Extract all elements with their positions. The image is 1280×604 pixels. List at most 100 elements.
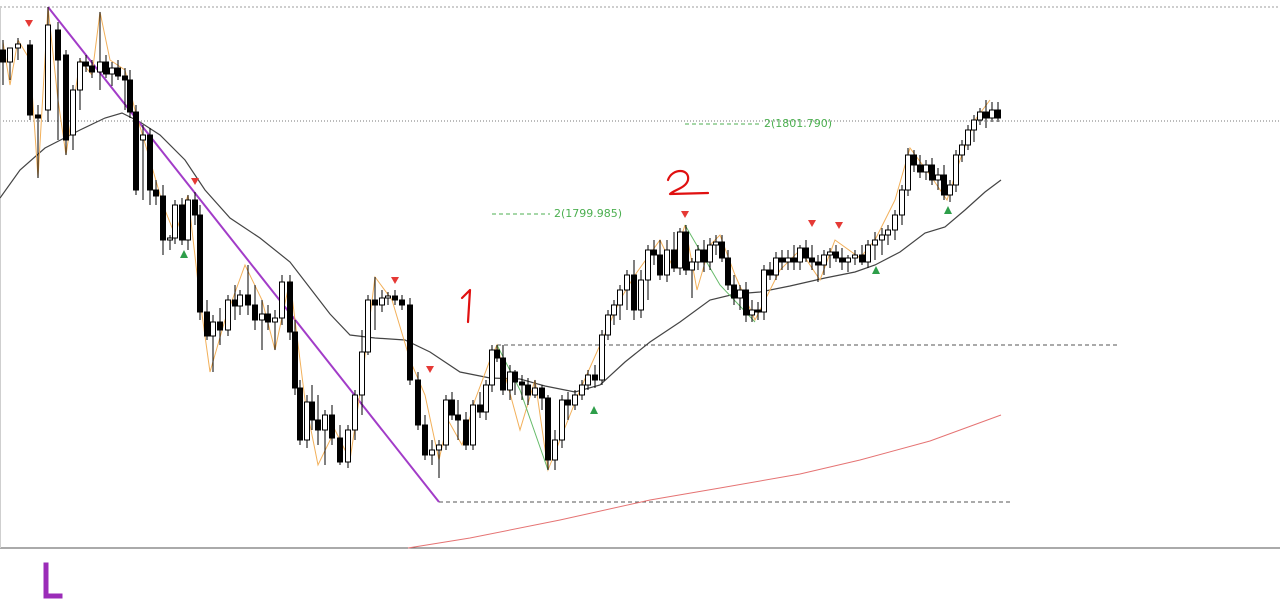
candle-body [83,61,89,67]
candle-body [719,241,725,259]
candle-body [885,229,891,236]
candle-body [122,75,128,81]
candle-body [785,257,791,263]
candle-body [225,299,231,331]
candle-body [287,281,293,333]
candle-body [605,314,611,336]
candle-body [422,424,428,456]
candle-body [671,249,677,269]
level-label-1801: 2(1801.790) [764,117,832,130]
candle-body [852,254,858,259]
candle-body [983,111,989,119]
candle-body [859,254,865,263]
candle-body [899,189,905,216]
buy-arrow-marker [590,406,598,414]
candle-body [953,154,959,186]
candle-body [167,237,173,241]
candle-body [929,164,935,181]
candle-body [359,351,365,396]
candle-body [379,297,385,306]
candle-body [552,439,558,461]
candle-body [664,249,670,276]
candle-body [140,134,146,141]
candle-body [337,437,343,463]
candle-body [677,231,683,269]
candle-body [115,67,121,77]
candle-body [232,299,238,307]
sell-arrow-marker [808,220,816,227]
candle-body [579,384,585,396]
candle-body [725,257,731,286]
candle-body [147,134,153,191]
candle-body [624,274,630,291]
annotation-number-2 [666,169,710,196]
candle-body [259,313,265,321]
candle-body [153,189,159,197]
candle-body [309,401,315,421]
candle-body [683,231,689,271]
candle-body [470,404,476,446]
candle-body [500,357,506,391]
candle-body [839,257,845,263]
candle-body [252,304,258,321]
candle-body [204,311,210,337]
sell-arrow-marker [191,178,199,185]
candle-body [545,397,551,461]
buy-arrow-marker [944,206,952,214]
candle-body [977,111,983,121]
candle-body [237,294,243,307]
candle-body [638,279,644,311]
candle-body [192,199,198,216]
candle-body [55,29,61,61]
candle-body [70,89,76,136]
candle-body [539,387,545,399]
candle-body [947,184,953,196]
candle-body [197,214,203,313]
candle-body [7,47,13,63]
candle-body [565,399,571,406]
candles-group [0,7,1001,478]
candle-body [272,317,278,323]
candle-body [651,249,657,256]
candle-body [971,119,977,131]
candle-body [455,414,461,421]
candle-body [45,24,51,111]
candle-body [911,154,917,166]
candle-body [415,379,421,426]
candle-body [917,164,923,173]
candle-body [133,111,139,191]
candle-body [892,214,898,231]
candle-body [97,61,103,73]
candle-body [217,321,223,331]
candle-body [179,204,185,241]
candle-body [695,249,701,263]
candle-body [791,257,797,263]
candle-body [429,449,435,456]
candle-body [803,247,809,259]
candle-body [761,269,767,313]
candle-body [477,404,483,413]
candle-body [809,257,815,263]
sell-arrow-marker [25,20,33,27]
candle-body [815,261,821,266]
candle-body [89,65,95,73]
candle-body [436,444,442,451]
candle-body [0,49,6,63]
candle-body [572,394,578,406]
candle-body [489,349,495,386]
candle-body [872,239,878,246]
candle-body [322,414,328,431]
candle-body [245,294,251,306]
candle-body [352,394,358,431]
candle-body [345,429,351,463]
candle-body [385,295,391,299]
candle-body [965,129,971,146]
candle-body [507,371,513,391]
candle-body [315,419,321,431]
annotation-number-1 [460,288,472,324]
downtrend-line [47,6,440,503]
candle-body [185,199,191,241]
candle-body [905,154,911,191]
